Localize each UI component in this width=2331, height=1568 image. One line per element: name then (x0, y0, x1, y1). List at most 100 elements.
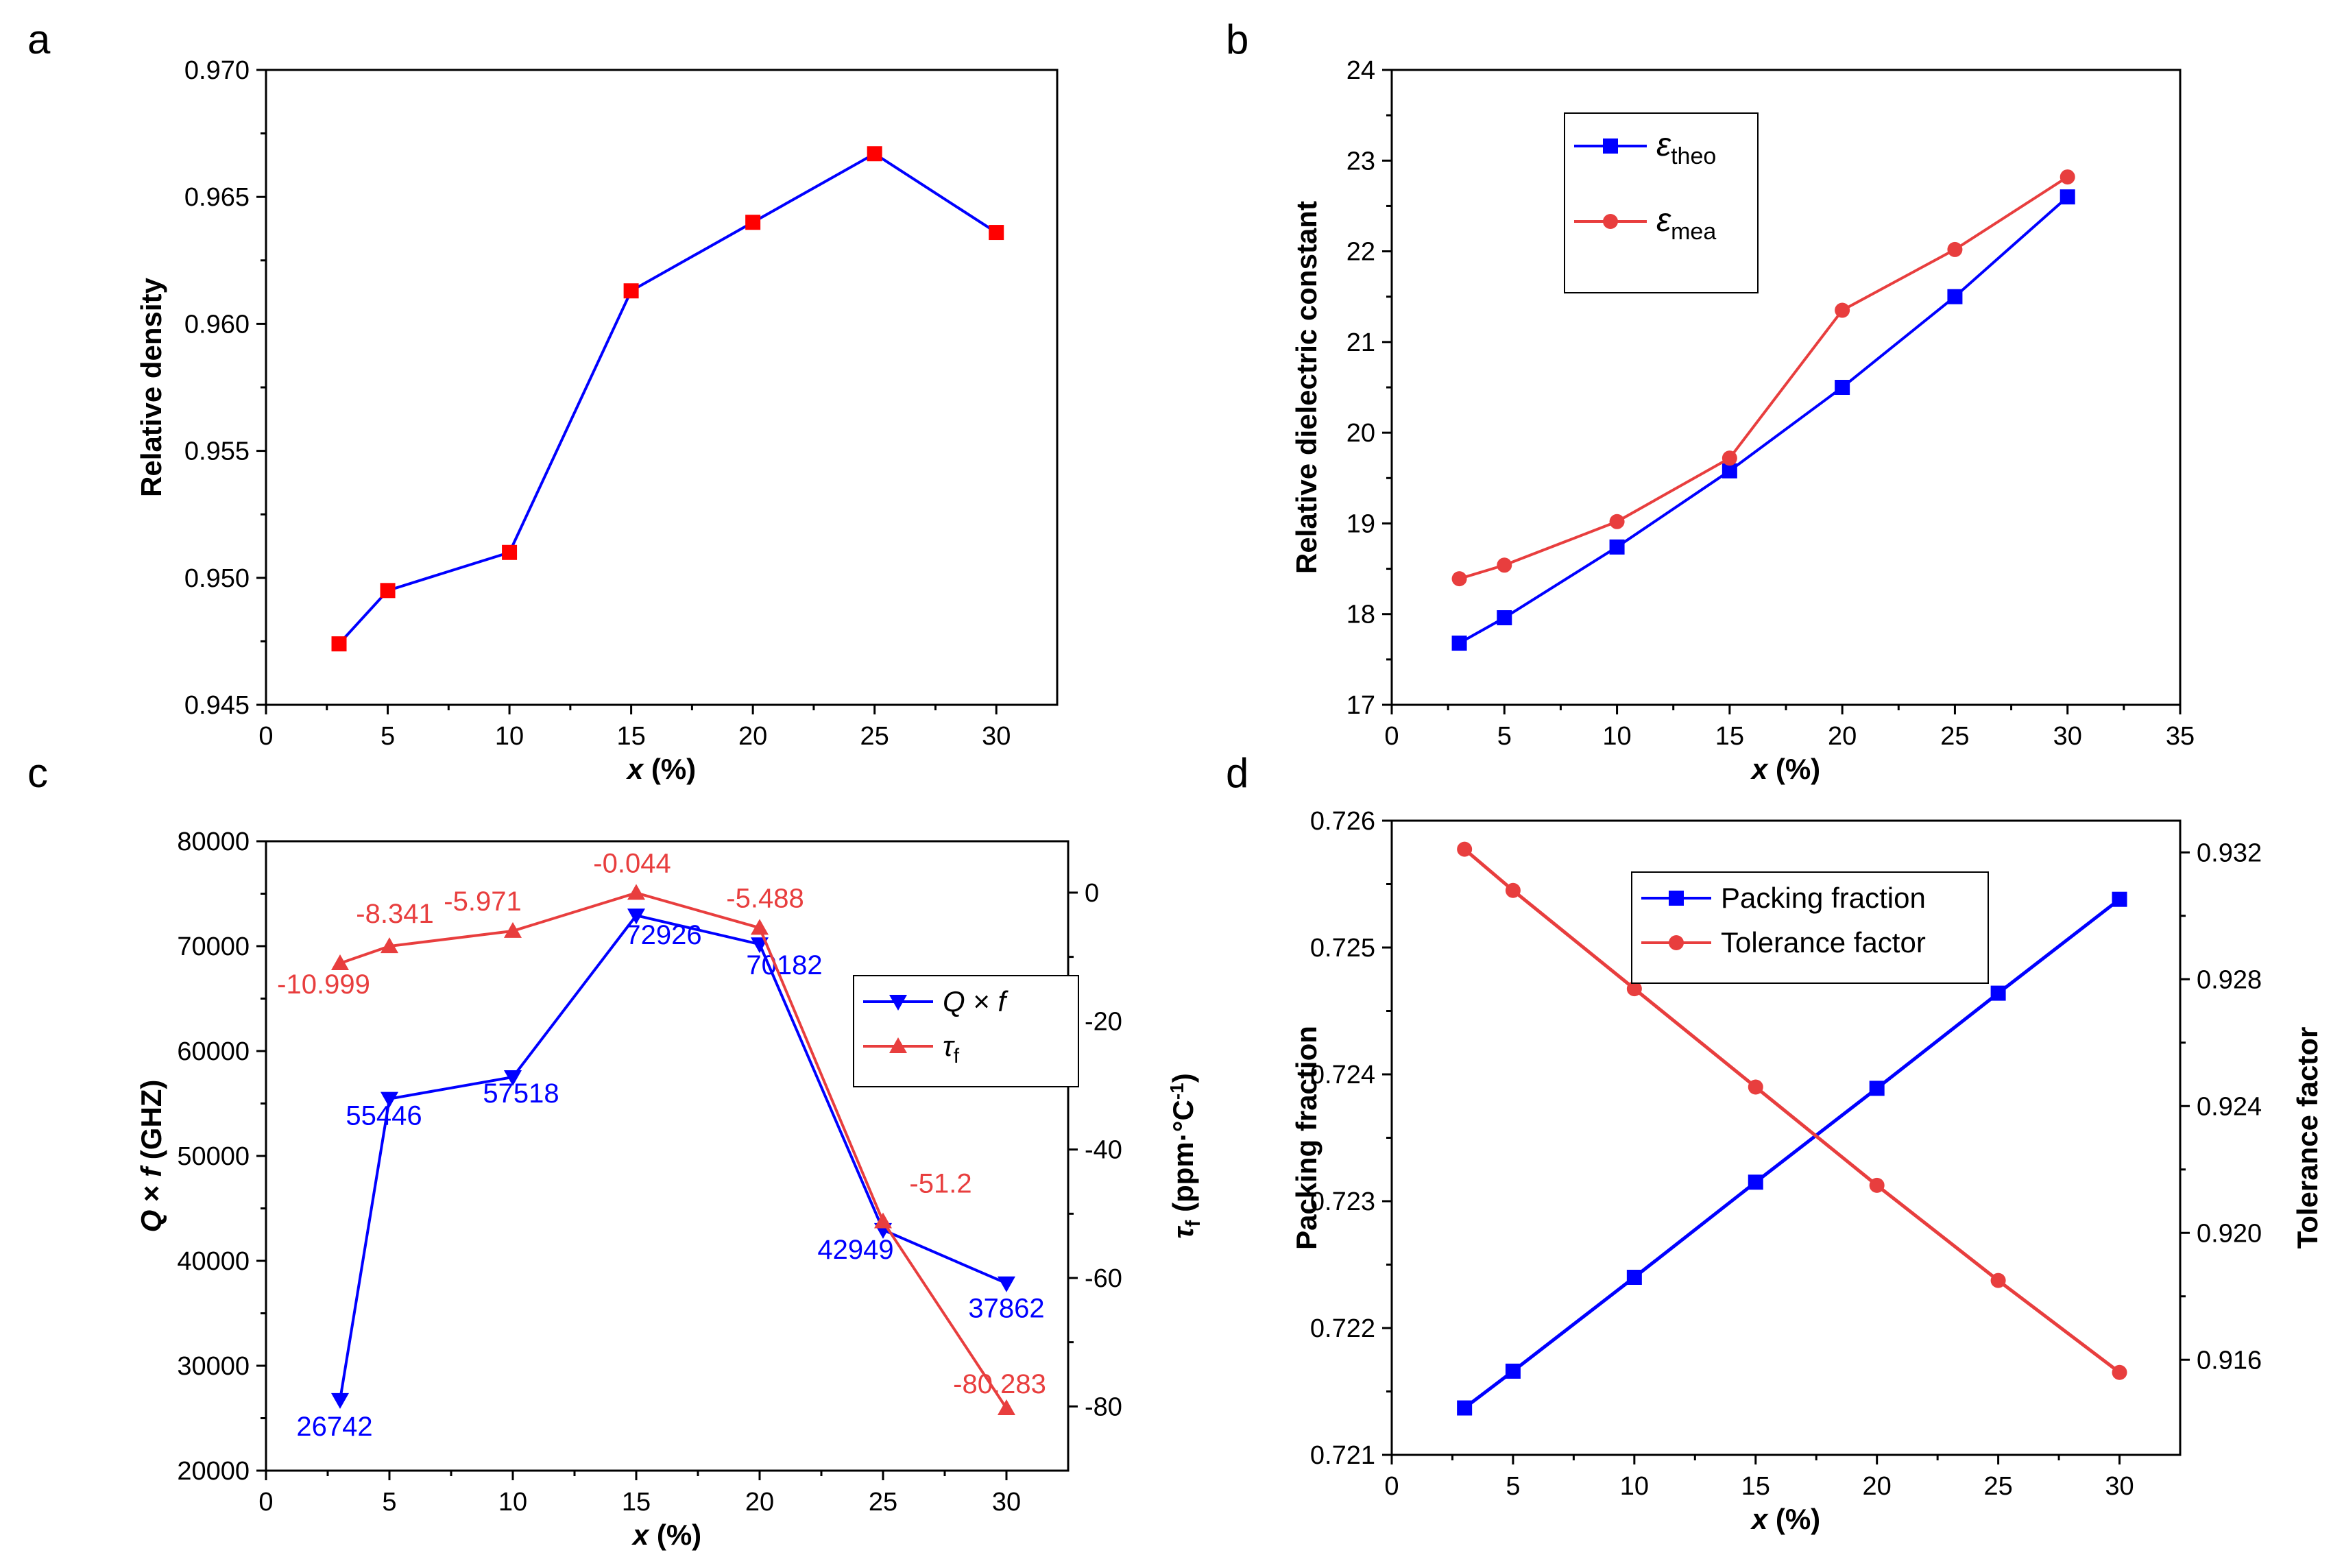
series-1-marker (1869, 1177, 1885, 1193)
series-1-marker (331, 954, 349, 970)
x-tick-label: 30 (992, 1488, 1021, 1517)
series-0-line (1458, 195, 2069, 644)
y-tick-label: 40000 (177, 1247, 250, 1276)
data-label: 57518 (483, 1078, 559, 1109)
legend-marker (1603, 138, 1618, 154)
y2-tick-label: 0.916 (2197, 1346, 2262, 1375)
y2-tick-label: 0.932 (2197, 839, 2262, 867)
legend-marker (1603, 214, 1618, 229)
y-tick-label: 21 (1346, 328, 1375, 357)
x-tick-label: 15 (1741, 1472, 1770, 1501)
y2-tick-label: -20 (1085, 1007, 1122, 1036)
panel-a-letter: a (27, 16, 51, 62)
legend-label: εmea (1656, 202, 1716, 245)
series-1-marker (751, 919, 769, 935)
series-0-marker (1835, 380, 1850, 395)
panel-b-letter: b (1226, 16, 1248, 62)
data-label: 26742 (296, 1412, 372, 1442)
y-tick-label: 23 (1346, 147, 1375, 176)
legend-marker (889, 995, 907, 1011)
data-label: -8.341 (356, 899, 433, 929)
series-0-marker (998, 1276, 1015, 1292)
series-0-marker (627, 908, 645, 925)
data-label: -0.044 (593, 848, 671, 878)
x-tick-label: 10 (1620, 1472, 1649, 1501)
series-0-marker (623, 283, 639, 299)
legend-label: τf (943, 1030, 960, 1068)
x-axis-title: x (%) (631, 1519, 701, 1551)
x-tick-label: 25 (869, 1488, 897, 1517)
data-label: -51.2 (909, 1169, 971, 1199)
legend-label: Tolerance factor (1721, 926, 1926, 958)
y-tick-label: 0.960 (184, 310, 250, 339)
series-0-marker (381, 1091, 398, 1108)
legend-box (1564, 112, 1759, 293)
x-axis-title: x (%) (1750, 753, 1820, 785)
x-tick-label: 10 (1602, 722, 1631, 751)
series-0-marker (502, 544, 518, 560)
series-0-marker (1722, 463, 1737, 479)
legend-label: Q × f (943, 985, 1009, 1017)
x-tick-label: 35 (2166, 722, 2195, 751)
x-tick-label: 5 (1506, 1472, 1520, 1501)
data-label: -5.488 (726, 883, 804, 913)
panel-d: 0 5 10 15 20 25 30 0.721 0.722 0.723 0.724 0.725 0.7… (1290, 807, 2323, 1535)
x-tick-label: 5 (382, 1488, 396, 1517)
x-tick-label: 5 (381, 722, 395, 751)
y-tick-label: 0.721 (1310, 1441, 1375, 1470)
y-tick-label: 0.722 (1310, 1314, 1375, 1343)
series-1-line (339, 891, 1008, 1410)
series-0-marker (380, 583, 396, 599)
series-0-marker (504, 1070, 522, 1086)
legend-box (853, 975, 1079, 1087)
x-tick-label: 30 (2105, 1472, 2134, 1501)
series-0-marker (2060, 189, 2075, 205)
panel-b: 0 5 10 15 20 25 30 35 17 18 19 20 21 22 23 24 x (%) Relat… (1290, 56, 2195, 785)
y-tick-label: 70000 (177, 932, 250, 961)
y2-tick-label: 0.924 (2197, 1092, 2262, 1121)
series-1-marker (504, 921, 522, 938)
series-1-marker (1505, 882, 1521, 898)
y-tick-label: 20000 (177, 1457, 250, 1486)
x-tick-label: 10 (498, 1488, 527, 1517)
y-tick-label: 17 (1346, 691, 1375, 720)
y2-tick-label: -80 (1085, 1392, 1122, 1421)
data-label: -5.971 (444, 886, 521, 917)
series-1-marker (1451, 571, 1467, 587)
y-tick-label: 0.723 (1310, 1187, 1375, 1216)
series-1-marker (1990, 1273, 2006, 1288)
y2-axis-title: Tolerance factor (2291, 1027, 2323, 1249)
y-tick-label: 0.945 (184, 691, 250, 720)
panel-c-letter: c (27, 750, 48, 796)
x-tick-label: 0 (1384, 1472, 1399, 1501)
x-tick-label: 25 (1983, 1472, 2012, 1501)
legend-marker (889, 1037, 907, 1053)
y-tick-label: 0.726 (1310, 807, 1375, 836)
series-0-marker (1748, 1174, 1763, 1190)
series-1-marker (627, 884, 645, 900)
y-tick-label: 20 (1346, 419, 1375, 448)
y-tick-label: 80000 (177, 828, 250, 856)
series-0-marker (1990, 985, 2006, 1001)
legend-label: Packing fraction (1721, 882, 1926, 914)
x-tick-label: 30 (982, 722, 1011, 751)
panel-b-frame (1390, 69, 2182, 706)
series-0-marker (331, 1392, 349, 1409)
y-tick-label: 0.950 (184, 564, 250, 593)
series-1-marker (1947, 241, 1963, 257)
data-label: 42949 (817, 1235, 893, 1265)
series-1-marker (2060, 169, 2075, 185)
series-1-marker (1457, 841, 1473, 857)
series-1-marker (1497, 557, 1512, 573)
y-tick-label: 30000 (177, 1352, 250, 1381)
y-tick-label: 0.724 (1310, 1061, 1375, 1089)
series-1-marker (874, 1212, 892, 1229)
y2-tick-label: -60 (1085, 1264, 1122, 1293)
x-tick-label: 20 (1828, 722, 1857, 751)
series-1-marker (1835, 302, 1850, 318)
series-1-marker (381, 937, 398, 954)
y2-axis-title: τf (ppm·°C-1) (1166, 1073, 1205, 1239)
y-axis-title: Packing fraction (1290, 1026, 1322, 1250)
series-1-marker (1748, 1079, 1763, 1095)
